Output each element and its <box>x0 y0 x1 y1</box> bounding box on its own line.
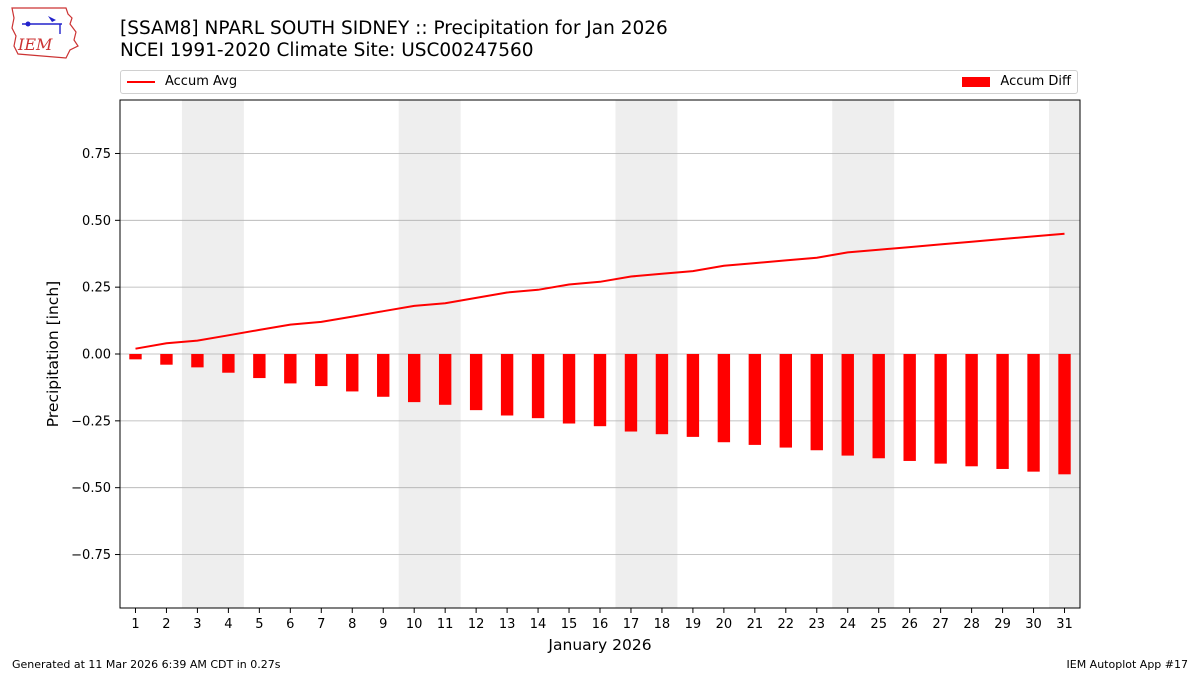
accum-diff-bar <box>717 354 731 443</box>
x-tick-label: 3 <box>193 617 201 632</box>
accum-diff-bar <box>284 354 297 384</box>
x-tick-label: 26 <box>901 617 918 632</box>
x-tick-label: 23 <box>809 617 826 632</box>
x-tick-label: 25 <box>870 617 887 632</box>
y-tick-label: −0.25 <box>71 414 111 429</box>
accum-diff-bar <box>686 354 700 437</box>
x-tick-label: 5 <box>255 617 263 632</box>
x-tick-label: 18 <box>654 617 671 632</box>
accum-diff-bar <box>346 354 359 392</box>
accum-diff-bar <box>438 354 452 405</box>
accum-diff-bar <box>655 354 669 435</box>
x-tick-label: 24 <box>839 617 856 632</box>
x-tick-label: 21 <box>747 617 764 632</box>
accum-diff-bar <box>315 354 328 387</box>
y-tick-label: 0.00 <box>82 348 111 363</box>
accum-diff-bar <box>593 354 607 427</box>
x-tick-label: 2 <box>162 617 170 632</box>
footer-app: IEM Autoplot App #17 <box>1066 658 1189 671</box>
accum-diff-bar <box>810 354 823 451</box>
x-tick-label: 31 <box>1056 617 1073 632</box>
accum-diff-bar <box>965 354 978 467</box>
accum-diff-bar <box>129 354 142 360</box>
x-tick-label: 10 <box>406 617 423 632</box>
accum-diff-bar <box>996 354 1009 469</box>
x-tick-label: 1 <box>131 617 139 632</box>
x-tick-label: 12 <box>468 617 485 632</box>
y-axis-label: Precipitation [inch] <box>44 281 62 427</box>
accum-avg-line <box>135 232 1065 350</box>
accum-diff-bar <box>1027 354 1040 472</box>
accum-diff-bar <box>469 354 483 411</box>
y-tick-label: −0.75 <box>71 548 111 563</box>
x-axis-label: January 2026 <box>547 636 651 654</box>
x-tick-label: 28 <box>963 617 980 632</box>
legend-label-accum-diff: Accum Diff <box>1000 74 1071 89</box>
accum-diff-bar <box>841 354 854 456</box>
accum-diff-bar <box>903 354 916 461</box>
x-tick-label: 15 <box>561 617 578 632</box>
x-tick-label: 13 <box>499 617 516 632</box>
accum-diff-bar <box>1058 354 1071 475</box>
x-tick-label: 22 <box>778 617 795 632</box>
accum-diff-bar <box>191 354 204 368</box>
legend-label-accum-avg: Accum Avg <box>165 74 238 89</box>
x-tick-label: 30 <box>1025 617 1042 632</box>
accum-diff-bar <box>253 354 266 379</box>
x-tick-label: 19 <box>685 617 702 632</box>
y-tick-label: 0.25 <box>82 281 111 296</box>
legend-line-swatch <box>127 80 155 83</box>
x-tick-label: 4 <box>224 617 232 632</box>
accum-diff-bar <box>934 354 947 464</box>
x-tick-label: 17 <box>623 617 640 632</box>
x-tick-label: 16 <box>592 617 609 632</box>
x-tick-label: 7 <box>317 617 325 632</box>
accum-diff-bar <box>872 354 885 459</box>
accum-diff-bar <box>531 354 545 419</box>
x-tick-label: 8 <box>348 617 356 632</box>
y-tick-label: 0.75 <box>82 147 111 162</box>
footer-generated: Generated at 11 Mar 2026 6:39 AM CDT in … <box>12 658 281 671</box>
logo-text: IEM <box>17 35 53 54</box>
legend-item-accum-avg: Accum Avg <box>127 74 237 89</box>
accum-diff-bar <box>160 354 173 365</box>
x-tick-label: 29 <box>994 617 1011 632</box>
y-tick-label: 0.50 <box>82 214 111 229</box>
accum-diff-bar <box>562 354 576 424</box>
accum-diff-bar <box>748 354 762 445</box>
x-tick-label: 6 <box>286 617 294 632</box>
accum-diff-bar <box>779 354 792 448</box>
x-tick-label: 27 <box>932 617 949 632</box>
accum-diff-bar <box>222 354 235 373</box>
x-tick-label: 20 <box>716 617 733 632</box>
chart-legend: Accum Avg Accum Diff <box>120 70 1078 94</box>
accum-diff-bar <box>624 354 638 432</box>
chart-subtitle: NCEI 1991-2020 Climate Site: USC00247560 <box>120 40 534 61</box>
chart-title: [SSAM8] NPARL SOUTH SIDNEY :: Precipitat… <box>120 18 668 39</box>
y-tick-label: −0.50 <box>71 481 111 496</box>
accum-diff-bar <box>377 354 390 397</box>
chart-title-block: [SSAM8] NPARL SOUTH SIDNEY :: Precipitat… <box>120 18 668 62</box>
legend-item-accum-diff: Accum Diff <box>962 74 1071 89</box>
accum-diff-bar <box>500 354 514 416</box>
legend-bar-swatch <box>962 76 991 87</box>
iem-logo: IEM <box>11 7 79 59</box>
x-tick-label: 11 <box>437 617 454 632</box>
x-tick-label: 9 <box>379 617 387 632</box>
x-tick-label: 14 <box>530 617 547 632</box>
accum-diff-bar <box>408 354 421 403</box>
